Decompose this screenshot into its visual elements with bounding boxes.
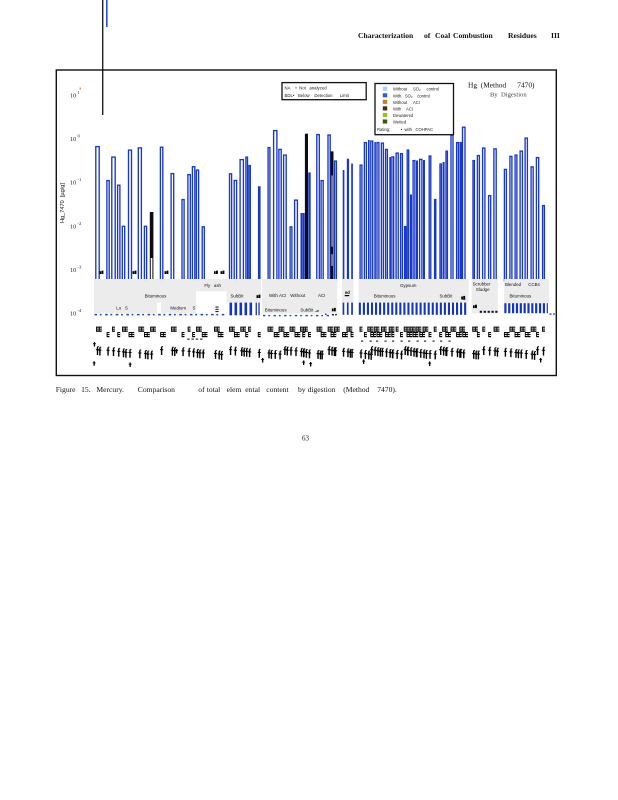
svg-text:Figure: Figure <box>56 385 76 394</box>
svg-text:With: With <box>269 293 278 298</box>
svg-text:Bituminous: Bituminous <box>265 308 288 313</box>
svg-text:Hg (Method 7470): Hg (Method 7470) <box>468 81 535 90</box>
svg-text:of: of <box>198 385 205 394</box>
svg-text:Characterization: Characterization <box>358 31 414 40</box>
svg-text:III: III <box>551 31 560 40</box>
svg-text:NA • Not analyzed: NA • Not analyzed <box>285 86 328 91</box>
svg-text:Without: Without <box>290 293 306 298</box>
svg-text:10: 10 <box>70 136 76 143</box>
svg-text:Lo: Lo <box>116 305 121 310</box>
svg-text:SubBit: SubBit <box>440 293 454 298</box>
svg-text:total: total <box>207 385 221 394</box>
svg-text:63: 63 <box>302 435 310 443</box>
svg-text:Coal: Coal <box>435 31 450 40</box>
svg-text:Hg_7470 [µg/g]: Hg_7470 [µg/g] <box>60 183 66 223</box>
svg-text:CCBs: CCBs <box>528 282 540 287</box>
svg-text:by: by <box>298 385 306 394</box>
svg-text:ACI: ACI <box>279 293 286 298</box>
svg-text:With ACI: With ACI <box>393 106 413 111</box>
svg-text:-3: -3 <box>78 265 83 270</box>
svg-text:7470).: 7470). <box>377 385 397 394</box>
svg-text:Combustion: Combustion <box>453 31 493 40</box>
svg-text:S: S <box>125 305 128 310</box>
svg-text:SubBit: SubBit <box>231 293 245 298</box>
svg-text:Mercury.: Mercury. <box>96 385 124 394</box>
svg-text:BDL• Below Detection: BDL• Below Detection Limit <box>285 93 350 98</box>
svg-text:Gypsum: Gypsum <box>400 283 417 288</box>
svg-text:Bituminous: Bituminous <box>145 293 168 298</box>
svg-text:-1: -1 <box>78 177 83 182</box>
svg-text:digestion: digestion <box>308 385 336 394</box>
svg-text:15.: 15. <box>81 385 91 394</box>
svg-text:10: 10 <box>70 267 76 274</box>
svg-text:By Digestion: By Digestion <box>490 92 527 99</box>
svg-text:Residues: Residues <box>508 31 537 40</box>
svg-text:Bituminous: Bituminous <box>374 293 397 298</box>
svg-text:SubBit: SubBit <box>300 308 314 313</box>
svg-text:nd: nd <box>345 290 351 295</box>
svg-text:Wetted: Wetted <box>393 119 407 124</box>
svg-text:-4: -4 <box>78 308 83 313</box>
svg-text:10: 10 <box>70 224 76 231</box>
svg-text:10: 10 <box>70 180 76 187</box>
svg-text:Comparison: Comparison <box>138 385 175 394</box>
svg-text:Fly: Fly <box>204 283 211 288</box>
svg-text:Without ACI: Without ACI <box>393 100 420 105</box>
svg-text:10: 10 <box>70 93 76 100</box>
svg-text:1: 1 <box>78 90 81 95</box>
svg-text:ental: ental <box>245 385 260 394</box>
svg-text:Rating: • with COHP: Rating: • with COHPAC <box>377 127 433 132</box>
svg-text:Without SO₂ control: Without SO₂ control <box>393 87 439 92</box>
svg-text:elem: elem <box>227 385 242 394</box>
svg-text:content: content <box>266 385 289 394</box>
svg-text:Bituminous: Bituminous <box>510 293 533 298</box>
svg-text:S: S <box>193 305 196 310</box>
svg-text:Blended: Blended <box>505 282 522 287</box>
svg-text:(Method: (Method <box>343 385 369 394</box>
svg-text:0: 0 <box>78 134 81 139</box>
svg-text:Dewatered: Dewatered <box>393 113 414 118</box>
svg-text:of: of <box>424 31 431 40</box>
svg-text:Sludge: Sludge <box>476 287 490 292</box>
svg-text:10: 10 <box>70 311 76 318</box>
svg-text:ash: ash <box>214 283 222 288</box>
svg-text:Medium: Medium <box>170 305 186 310</box>
svg-text:Scrubber: Scrubber <box>473 282 491 287</box>
svg-text:ACI: ACI <box>318 293 325 298</box>
svg-text:-2: -2 <box>78 221 83 226</box>
svg-text:With SO₂ control: With SO₂ control <box>393 93 430 98</box>
